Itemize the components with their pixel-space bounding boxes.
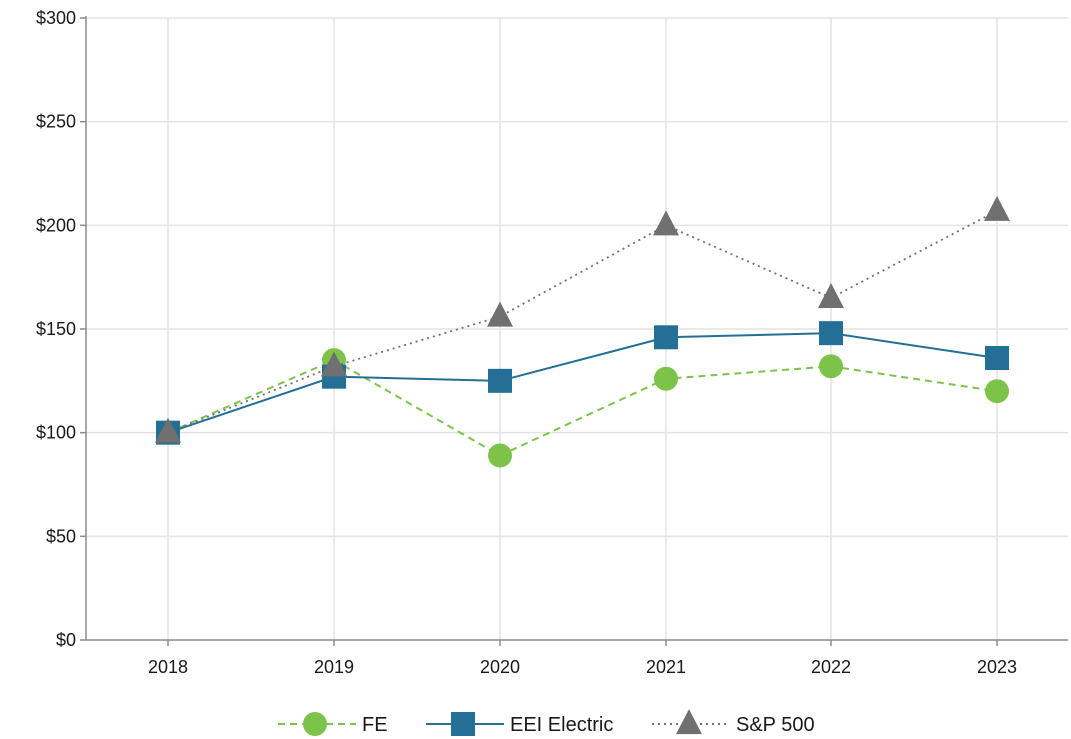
y-tick-label: $200 xyxy=(36,215,76,235)
x-axis-ticks: 2018 2019 2020 2021 2022 2023 xyxy=(148,640,1017,677)
legend-marker-eei-electric xyxy=(451,712,475,736)
series-group xyxy=(155,195,1010,468)
point-eei-electric-2020 xyxy=(488,368,512,393)
grid-lines xyxy=(86,17,1068,640)
y-tick-label: $50 xyxy=(46,526,76,546)
point-sandp-500-2020 xyxy=(487,301,513,327)
legend-label-sandp-500: S&P 500 xyxy=(736,714,815,736)
legend-item-fe: FE xyxy=(278,712,388,736)
x-tick-label: 2022 xyxy=(811,657,851,677)
point-fe-2020 xyxy=(488,443,512,468)
series-fe xyxy=(156,348,1009,468)
y-tick-label: $150 xyxy=(36,319,76,339)
x-tick-label: 2021 xyxy=(646,657,686,677)
legend-marker-fe xyxy=(303,712,327,736)
legend-item-sandp-500: S&P 500 xyxy=(652,709,815,736)
x-tick-label: 2018 xyxy=(148,657,188,677)
series-sandp-500 xyxy=(155,195,1010,443)
point-sandp-500-2019 xyxy=(321,351,347,377)
series-eei-electric xyxy=(156,321,1009,445)
series-line-eei-electric xyxy=(167,332,998,434)
point-fe-2021 xyxy=(654,366,678,391)
axes xyxy=(85,16,1068,641)
y-tick-label: $300 xyxy=(36,8,76,28)
x-tick-label: 2023 xyxy=(977,657,1017,677)
point-fe-2023 xyxy=(985,379,1009,404)
y-axis-ticks: $0 $50 $100 $150 $200 $250 $300 xyxy=(36,8,86,650)
y-tick-label: $100 xyxy=(36,423,76,443)
x-tick-label: 2020 xyxy=(480,657,520,677)
legend-label-fe: FE xyxy=(362,714,388,736)
point-eei-electric-2022 xyxy=(819,321,843,346)
series-line-sandp-500 xyxy=(167,210,998,434)
legend-label-eei-electric: EEI Electric xyxy=(510,714,613,736)
point-eei-electric-2021 xyxy=(654,325,678,350)
legend: FE EEI Electric S&P 500 xyxy=(278,709,815,736)
point-sandp-500-2021 xyxy=(653,210,679,236)
point-eei-electric-2023 xyxy=(985,346,1009,371)
point-sandp-500-2023 xyxy=(984,195,1010,221)
point-sandp-500-2022 xyxy=(818,283,844,308)
x-tick-label: 2019 xyxy=(314,657,354,677)
y-tick-label: $250 xyxy=(36,112,76,132)
point-fe-2022 xyxy=(819,354,843,379)
point-sandp-500-2018 xyxy=(155,417,181,443)
legend-marker-sandp-500 xyxy=(676,709,702,735)
series-line-fe xyxy=(167,358,998,457)
y-tick-label: $0 xyxy=(56,630,76,650)
legend-item-eei-electric: EEI Electric xyxy=(426,712,613,736)
